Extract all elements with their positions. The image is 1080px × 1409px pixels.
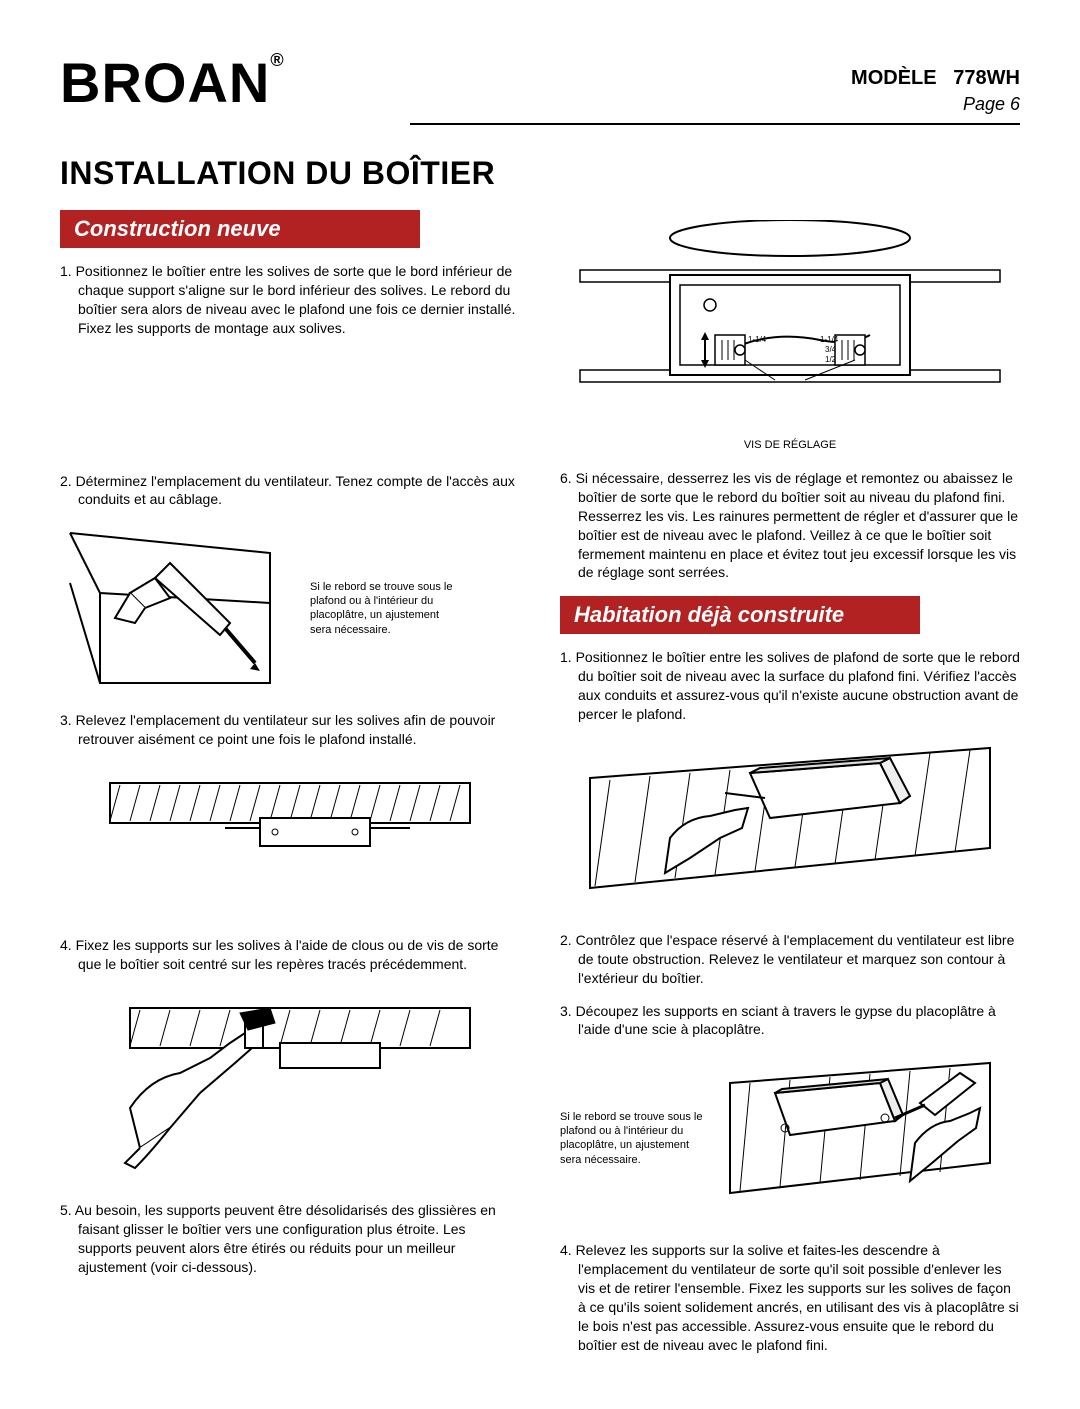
joist-side-illustration — [80, 763, 500, 913]
hammer-illustration — [80, 988, 500, 1178]
s2-step-3: 3. Découpez les supports en sciant à tra… — [560, 1002, 1020, 1040]
caption-screwdriver: Si le rebord se trouve sous le plafond o… — [560, 1110, 710, 1167]
step-1: 1. Positionnez le boîtier entre les soli… — [60, 262, 520, 338]
svg-text:1/2: 1/2 — [825, 355, 837, 364]
figure-hammer — [60, 988, 520, 1183]
figure-ceiling-box — [560, 738, 1020, 913]
s2-step-1: 1. Positionnez le boîtier entre les soli… — [560, 648, 1020, 724]
s2-step-4: 4. Relevez les supports sur la solive et… — [560, 1241, 1020, 1354]
caption-pencil: Si le rebord se trouve sous le plafond o… — [310, 580, 460, 637]
pencil-marking-illustration — [60, 523, 300, 693]
model-number: 778WH — [953, 67, 1020, 89]
section-bar-habitation: Habitation déjà construite — [560, 596, 920, 634]
ceiling-box-illustration — [570, 738, 1010, 908]
brand-logo: BROAN® — [60, 50, 285, 115]
svg-text:3/4: 3/4 — [825, 345, 837, 354]
section-bar-construction: Construction neuve — [60, 210, 420, 248]
brand-text: BROAN — [60, 51, 270, 114]
svg-text:1-1/4: 1-1/4 — [748, 335, 767, 344]
header-rule — [410, 123, 1020, 125]
content-columns: Construction neuve 1. Positionnez le boî… — [60, 210, 1020, 1369]
page-number: Page 6 — [851, 94, 1020, 115]
model-prefix: MODÈLE — [851, 67, 937, 89]
screwdriver-illustration — [720, 1053, 1000, 1223]
model-line: MODÈLE 778WH — [851, 67, 1020, 90]
s2-step-2: 2. Contrôlez que l'espace réservé à l'em… — [560, 931, 1020, 988]
step-2: 2. Déterminez l'emplacement du ventilate… — [60, 472, 520, 510]
figure-screwdriver: Si le rebord se trouve sous le plafond o… — [560, 1053, 1020, 1223]
figure-pencil-marking: Si le rebord se trouve sous le plafond o… — [60, 523, 520, 693]
adjustment-illustration: 1-1/4 3/4 1/2 1-1/4 — [570, 220, 1010, 430]
header-right: MODÈLE 778WH Page 6 — [851, 67, 1020, 115]
right-column: 1-1/4 3/4 1/2 1-1/4 VIS DE RÉGLAGE 6. Si… — [560, 210, 1020, 1369]
step-6: 6. Si nécessaire, desserrez les vis de r… — [560, 469, 1020, 582]
step-3: 3. Relevez l'emplacement du ventilateur … — [60, 711, 520, 749]
figure-adjustment-screws: 1-1/4 3/4 1/2 1-1/4 VIS DE RÉGLAGE — [560, 220, 1020, 451]
vis-reglage-label: VIS DE RÉGLAGE — [560, 439, 1020, 451]
page-header: BROAN® MODÈLE 778WH Page 6 — [60, 50, 1020, 115]
main-title: INSTALLATION DU BOÎTIER — [60, 155, 1020, 192]
left-column: Construction neuve 1. Positionnez le boî… — [60, 210, 520, 1369]
figure-joist-side — [60, 763, 520, 918]
step-5: 5. Au besoin, les supports peuvent être … — [60, 1201, 520, 1277]
registered-mark: ® — [270, 50, 284, 70]
svg-text:1-1/4: 1-1/4 — [820, 335, 839, 344]
step-4: 4. Fixez les supports sur les solives à … — [60, 936, 520, 974]
